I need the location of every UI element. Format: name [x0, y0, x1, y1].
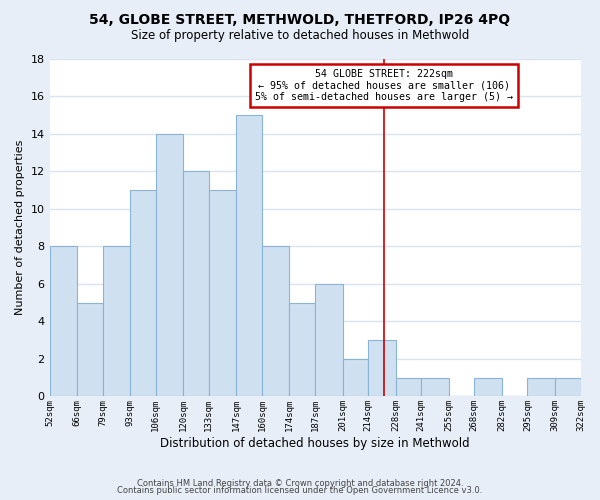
Text: Size of property relative to detached houses in Methwold: Size of property relative to detached ho…: [131, 29, 469, 42]
Bar: [130, 190, 156, 396]
Bar: [236, 115, 262, 396]
Y-axis label: Number of detached properties: Number of detached properties: [15, 140, 25, 316]
Bar: [262, 246, 289, 396]
Text: 54, GLOBE STREET, METHWOLD, THETFORD, IP26 4PQ: 54, GLOBE STREET, METHWOLD, THETFORD, IP…: [89, 12, 511, 26]
Bar: [475, 378, 502, 396]
Bar: [50, 246, 77, 396]
Bar: [183, 172, 209, 396]
Bar: [77, 302, 103, 396]
Bar: [103, 246, 130, 396]
Bar: [421, 378, 449, 396]
Bar: [368, 340, 395, 396]
Bar: [315, 284, 343, 397]
Text: Contains public sector information licensed under the Open Government Licence v3: Contains public sector information licen…: [118, 486, 482, 495]
Bar: [343, 359, 368, 397]
Bar: [209, 190, 236, 396]
Text: Contains HM Land Registry data © Crown copyright and database right 2024.: Contains HM Land Registry data © Crown c…: [137, 478, 463, 488]
Text: 54 GLOBE STREET: 222sqm
← 95% of detached houses are smaller (106)
5% of semi-de: 54 GLOBE STREET: 222sqm ← 95% of detache…: [255, 69, 513, 102]
Bar: [555, 378, 581, 396]
Bar: [527, 378, 555, 396]
Bar: [289, 302, 315, 396]
Bar: [156, 134, 183, 396]
Bar: [395, 378, 421, 396]
X-axis label: Distribution of detached houses by size in Methwold: Distribution of detached houses by size …: [160, 437, 470, 450]
